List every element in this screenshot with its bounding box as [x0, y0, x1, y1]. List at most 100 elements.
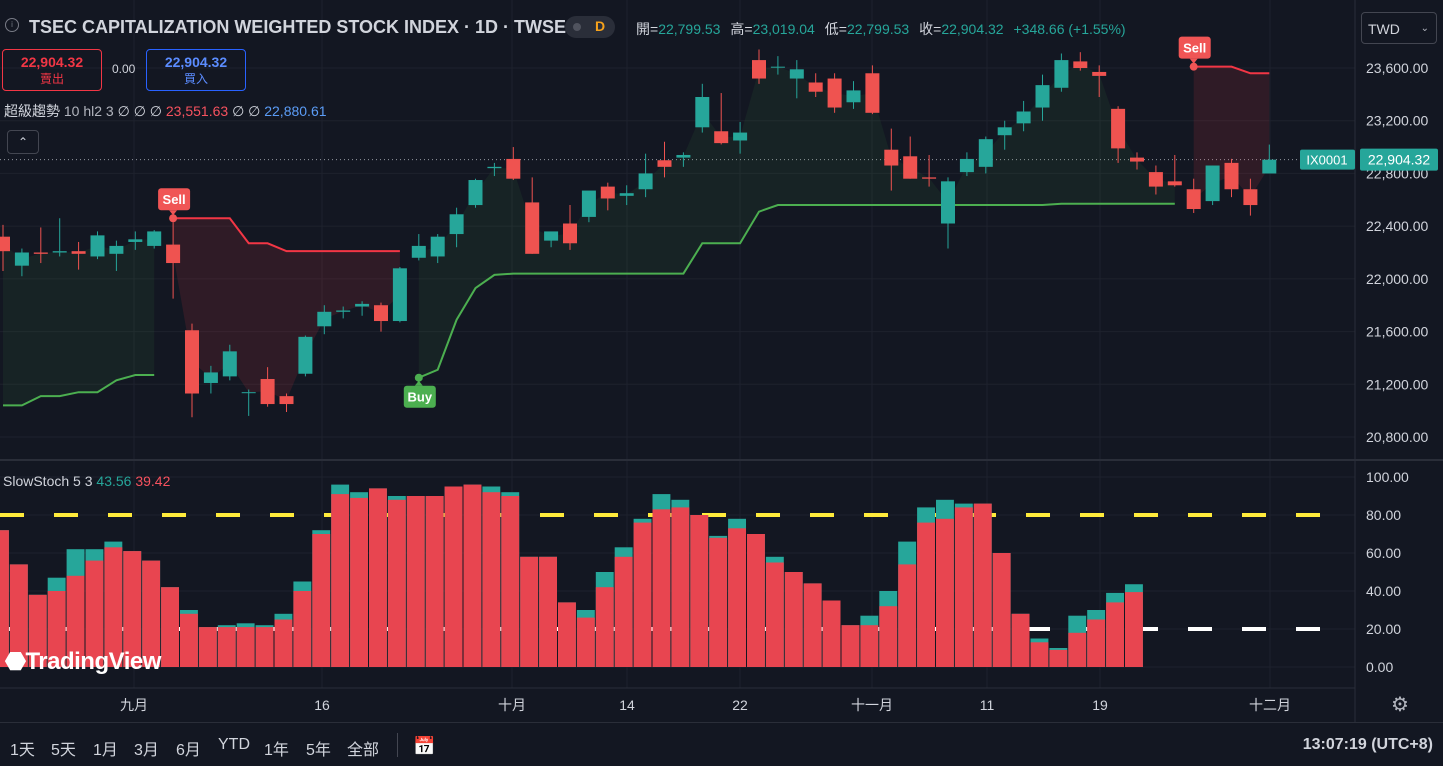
- tradingview-logo: ⬣TradingView: [5, 648, 161, 675]
- stoch-d-bar: [1049, 649, 1068, 667]
- range-6m[interactable]: 6月: [176, 742, 201, 759]
- signal-label-text: Buy: [408, 390, 433, 405]
- candle-body: [563, 223, 577, 244]
- stoch-tick-label: 0.00: [1366, 659, 1393, 675]
- supertrend-up-line: [418, 202, 1175, 379]
- indicator-value-up: 22,880.61: [264, 103, 327, 119]
- signal-label-bg: [403, 385, 436, 408]
- indicator-params: 10 hl2 3: [63, 103, 114, 119]
- candle-body: [619, 193, 634, 196]
- candle-body: [865, 73, 880, 113]
- ohlc-legend: 開=22,799.53 高=23,019.04 低=22,799.53 收=22…: [636, 19, 1126, 39]
- time-tick-label: 14: [619, 697, 635, 713]
- candle-body: [1167, 181, 1182, 186]
- stoch-d-bar: [123, 551, 142, 667]
- candle-body: [449, 214, 464, 235]
- candle-body: [827, 78, 842, 108]
- stoch-tick-label: 100.00: [1366, 469, 1409, 485]
- candle-body: [695, 96, 710, 128]
- signal-pointer: [169, 210, 178, 216]
- buy-button[interactable]: 22,904.32 買入: [146, 49, 246, 91]
- candle-body: [903, 156, 918, 179]
- stoch-d-bar: [690, 515, 709, 667]
- settings-icon[interactable]: ⚙: [1391, 694, 1409, 716]
- sell-label: 賣出: [39, 72, 64, 86]
- candle-body: [147, 231, 162, 246]
- candle-body: [978, 139, 993, 167]
- supertrend-legend[interactable]: 超級趨勢 10 hl2 3 ∅ ∅ ∅ 23,551.63 ∅ ∅ 22,880…: [4, 101, 327, 121]
- stoch-d-bar: [293, 591, 312, 667]
- candle-body: [128, 239, 143, 242]
- stoch-d-bar: [576, 617, 595, 667]
- sell-button[interactable]: 22,904.32 賣出: [2, 49, 102, 91]
- signal-labels: Sell Buy Sell: [158, 36, 1211, 408]
- signal-pointer: [1189, 58, 1198, 64]
- stoch-d-bar: [28, 594, 47, 667]
- range-all[interactable]: 全部: [347, 742, 380, 759]
- clock[interactable]: 13:07:19 (UTC+8): [1302, 736, 1433, 753]
- calendar-icon[interactable]: 📅: [413, 736, 436, 756]
- candle-body: [487, 166, 502, 169]
- time-tick-label: 十一月: [851, 697, 893, 713]
- candle-body: [392, 268, 407, 322]
- buy-price: 22,904.32: [164, 54, 228, 70]
- candle-body: [959, 158, 974, 173]
- market-status-badge[interactable]: D: [565, 16, 615, 38]
- stoch-d-bar: [860, 625, 879, 667]
- open-label: 開=: [636, 21, 659, 37]
- stoch-d-bar: [898, 564, 917, 667]
- range-1y[interactable]: 1年: [264, 742, 289, 759]
- high-label: 高=: [730, 21, 753, 37]
- range-1m[interactable]: 1月: [93, 742, 118, 759]
- stoch-d-bar: [917, 522, 935, 667]
- stoch-d-bar: [198, 627, 217, 667]
- candle-body: [33, 252, 48, 254]
- info-icon[interactable]: i: [5, 18, 19, 32]
- time-tick-label: 19: [1092, 697, 1108, 713]
- stoch-d-bar: [973, 503, 992, 667]
- stoch-d-bar: [180, 613, 198, 667]
- stoch-d-bar: [539, 556, 557, 667]
- chevron-up-icon[interactable]: ⌃: [7, 130, 39, 154]
- candle-body: [600, 186, 615, 199]
- candle-body: [1035, 85, 1050, 108]
- range-5y[interactable]: 5年: [306, 742, 331, 759]
- symbol-title[interactable]: TSEC CAPITALIZATION WEIGHTED STOCK INDEX…: [29, 17, 567, 37]
- range-1d[interactable]: 1天: [10, 742, 35, 759]
- range-5d[interactable]: 5天: [51, 742, 76, 759]
- currency-select[interactable]: TWD ⌄: [1361, 12, 1437, 44]
- spread-value: 0.00: [112, 62, 136, 76]
- stoch-d-bar: [614, 556, 633, 667]
- candle-body: [525, 202, 540, 254]
- candle-body: [71, 251, 86, 254]
- indicator-value-down: 23,551.63: [165, 103, 229, 119]
- signal-dot: [414, 373, 423, 382]
- candle-body: [468, 180, 483, 206]
- candle-body: [52, 251, 67, 253]
- candle-body: [355, 303, 370, 307]
- range-ytd[interactable]: YTD: [218, 736, 250, 753]
- stoch-d-bar: [728, 528, 746, 667]
- stoch-tick-label: 40.00: [1366, 583, 1401, 599]
- stoch-bars: [0, 484, 1143, 667]
- stoch-legend[interactable]: SlowStoch 5 3 43.56 39.42: [3, 473, 170, 489]
- stoch-d-value: 39.42: [135, 473, 171, 489]
- stoch-d-bar: [85, 560, 104, 667]
- candle-body: [374, 305, 388, 322]
- range-3m[interactable]: 3月: [134, 742, 159, 759]
- stoch-d-bar: [217, 627, 236, 667]
- currency-value: TWD: [1368, 21, 1400, 37]
- stoch-d-bar: [369, 488, 387, 667]
- stoch-d-bar: [1087, 619, 1106, 667]
- stoch-d-bar: [954, 507, 973, 667]
- stoch-d-bar: [236, 627, 255, 667]
- stoch-d-bar: [104, 547, 123, 667]
- candle-body: [109, 245, 124, 254]
- candle-body: [733, 132, 748, 141]
- price-tick-label: 21,200.00: [1366, 376, 1428, 392]
- candle-body: [884, 149, 899, 166]
- buy-label: 買入: [183, 72, 208, 86]
- stoch-d-bar: [142, 560, 161, 667]
- candle-body: [1148, 172, 1163, 187]
